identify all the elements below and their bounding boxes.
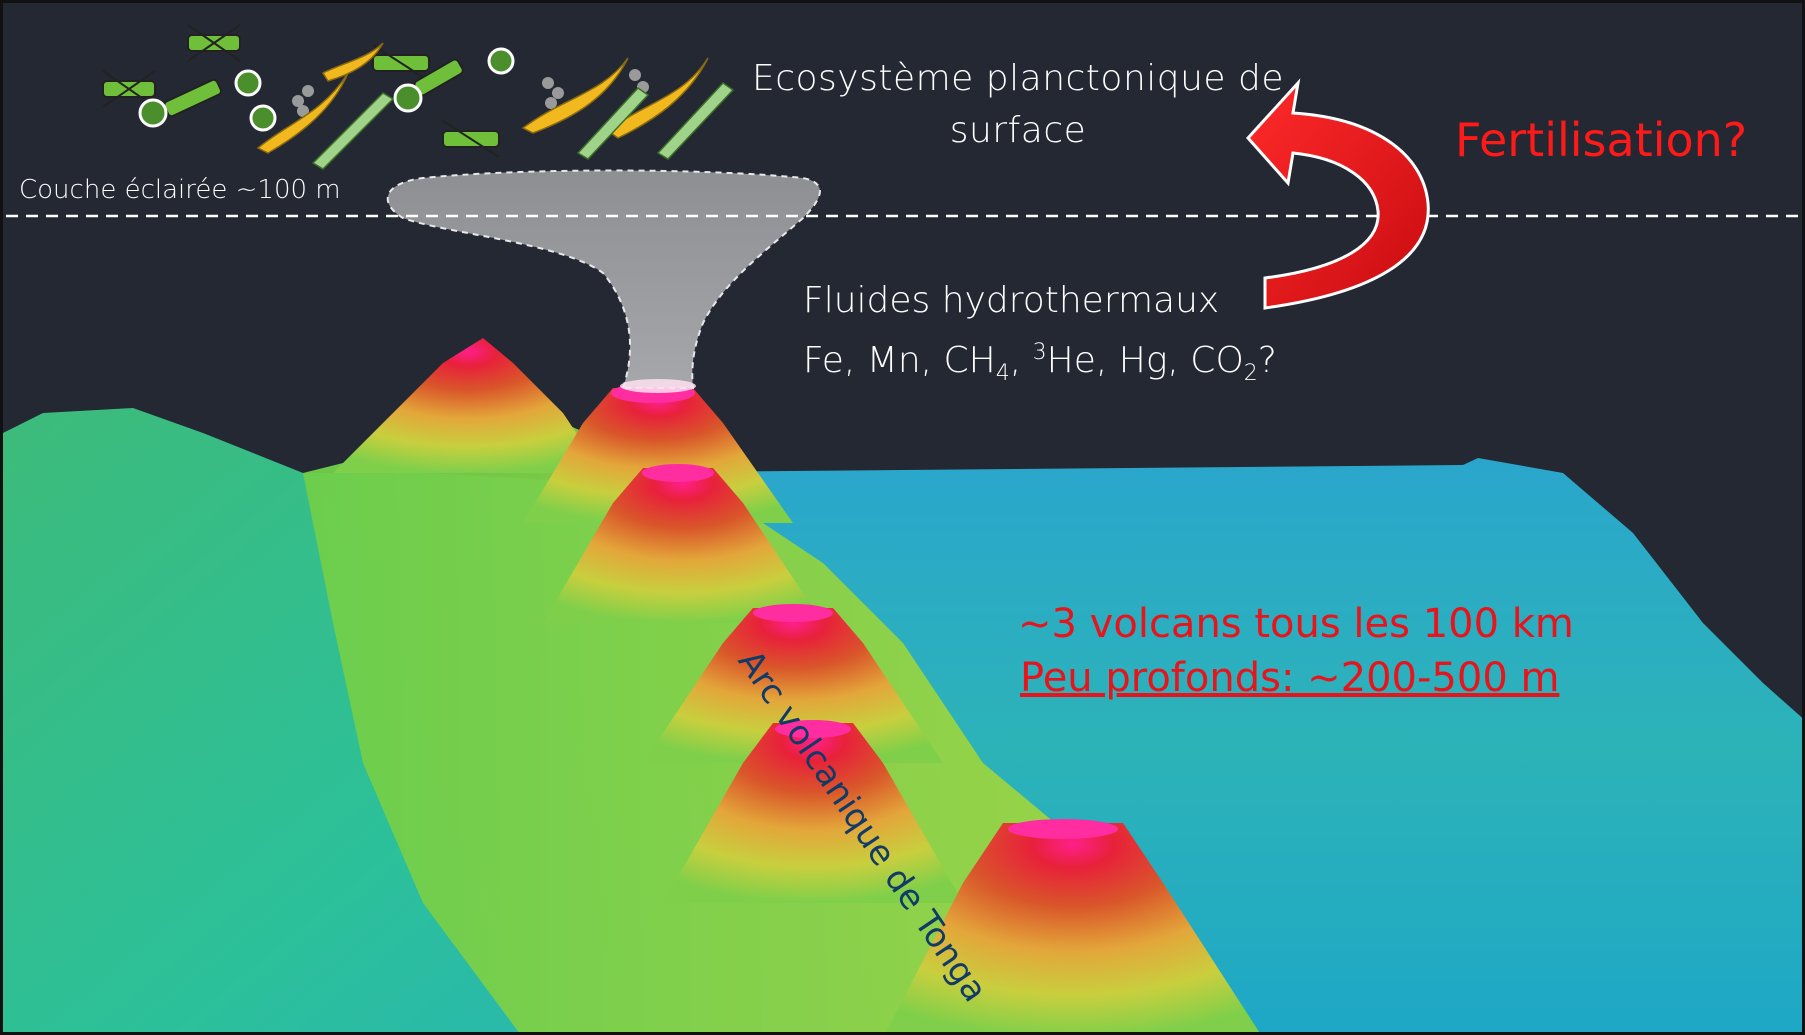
scene-svg — [3, 24, 1802, 1032]
plankton-diatom-icon — [163, 78, 223, 118]
volcano-depth-label: Peu profonds: ~200-500 m — [1020, 655, 1560, 701]
surface-label-line2: surface — [949, 110, 1087, 151]
plankton-group — [102, 24, 735, 170]
fluids-title: Fluides hydrothermaux — [803, 280, 1220, 321]
volcano-5 — [886, 823, 1260, 1032]
plankton-diatom-icon — [372, 44, 430, 82]
fluids-he-hg: He, Hg, CO — [1046, 340, 1244, 381]
volcano-4-summit — [775, 720, 851, 738]
fertilisation-label: Fertilisation? — [1455, 113, 1748, 167]
fluids-fe-mn: Fe, Mn, CH — [803, 340, 996, 381]
hydrothermal-plume — [386, 169, 821, 389]
vent-glow — [620, 379, 696, 393]
fluids-question: ? — [1257, 340, 1277, 381]
fluids-he-superscript: 3 — [1032, 340, 1047, 365]
hydrothermal-fluids-label: Fluides hydrothermaux Fe, Mn, CH4, 3He, … — [803, 275, 1277, 400]
volcano-count-label: ~3 volcans tous les 100 km — [1018, 601, 1574, 647]
plankton-diatom-icon — [442, 120, 500, 158]
fertilisation-arrow — [1245, 78, 1430, 310]
fluids-elements: Fe, Mn, CH4, 3He, Hg, CO2? — [803, 327, 1277, 400]
plankton-diatom-icon — [102, 70, 156, 108]
plankton-dinoflagellate-icon — [256, 42, 709, 154]
surface-ecosystem-label: Ecosystème planctonique de surface — [723, 53, 1313, 157]
volcano-back — [333, 338, 603, 473]
surface-label-line1: Ecosystème planctonique de — [751, 58, 1285, 99]
fluids-comma: , — [1009, 340, 1033, 381]
volcano-5-summit — [1008, 819, 1118, 839]
volcano-2 — [543, 468, 823, 623]
volcano-4 — [663, 723, 963, 903]
plankton-rod-icon — [311, 82, 735, 170]
fluids-co-subscript: 2 — [1243, 361, 1258, 387]
plankton-diatom-icon — [187, 24, 241, 62]
volcano-3 — [643, 608, 943, 763]
fluids-ch-subscript: 4 — [995, 361, 1010, 387]
lit-layer-label: Couche éclairée ~100 m — [19, 175, 341, 205]
plankton-coccolithophore-icon — [138, 47, 515, 132]
volcano-2-summit — [642, 464, 714, 482]
volcano-3-summit — [753, 604, 833, 622]
